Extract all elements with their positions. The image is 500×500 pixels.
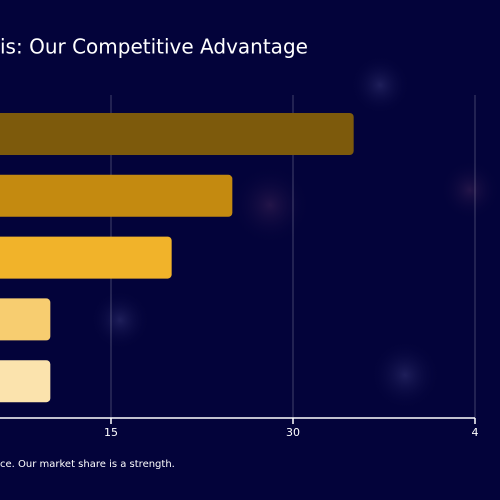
bar [0,360,51,403]
chart-title: is: Our Competitive Advantage [0,35,308,59]
glow [230,165,310,245]
bar [0,298,51,341]
footnote: ce. Our market share is a strength. [0,459,175,470]
glow [440,160,500,220]
glow [370,340,440,410]
x-tick-label: 15 [104,426,118,439]
glow [90,290,150,350]
x-tick-label: 30 [286,426,300,439]
bar [0,113,354,155]
x-tick-label: 4 [472,426,479,439]
bar [0,236,172,279]
bar [0,174,233,217]
glow [350,55,410,115]
